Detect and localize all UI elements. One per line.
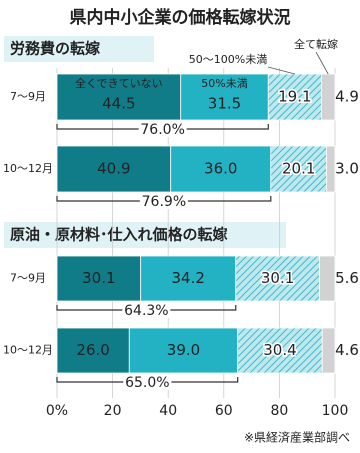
category-label: 7～9月	[10, 90, 46, 103]
total-label-bg	[122, 302, 171, 318]
legend-label: 全くできていない	[75, 76, 163, 90]
total-label: 64.3%	[124, 303, 168, 319]
value-label: 39.0	[167, 341, 200, 359]
legend-label: 50%未満	[201, 77, 247, 90]
legend-label: 全て転嫁	[294, 37, 338, 51]
x-tick-label: 80	[270, 403, 288, 419]
value-label: 30.1	[261, 269, 294, 287]
bar-segment	[56, 327, 130, 374]
panel-subtitle: 労務費の転嫁	[10, 40, 100, 58]
bar-segment	[321, 327, 336, 374]
category-label: 7～9月	[10, 272, 46, 285]
chart-title: 県内中小企業の価格転嫁状況	[70, 7, 291, 28]
bar-segment	[180, 73, 269, 121]
panel-subtitle: 原油・原材料･仕入れ価格の転嫁	[10, 226, 228, 244]
value-label: 36.0	[204, 160, 237, 178]
leader-line	[267, 66, 295, 75]
value-label: 40.9	[97, 160, 130, 178]
bar-segment	[270, 145, 328, 193]
x-tick-label: 0%	[46, 403, 68, 419]
total-label: 65.0%	[125, 375, 169, 391]
bar-segment	[56, 73, 182, 121]
bar-segment	[319, 255, 336, 302]
category-label: 10～12月	[3, 344, 53, 357]
value-label: 30.4	[263, 341, 296, 359]
value-label: 19.1	[278, 88, 311, 106]
total-label-bg	[123, 374, 172, 390]
bar-segment	[128, 327, 239, 374]
bar-segment	[56, 145, 172, 193]
value-label: 31.5	[208, 95, 241, 113]
x-tick-label: 100	[322, 403, 349, 419]
x-tick-label: 40	[159, 403, 177, 419]
bar-segment	[170, 145, 272, 193]
total-label: 76.0%	[140, 122, 184, 138]
total-label-bg	[138, 121, 187, 137]
source-note: ※県経済産業部調べ	[244, 430, 350, 445]
value-label: 4.9	[335, 88, 359, 106]
value-label: 4.6	[335, 341, 359, 359]
x-tick-label: 60	[215, 403, 233, 419]
value-label: 26.0	[76, 341, 109, 359]
bar-segment	[140, 255, 237, 302]
subtitle-bg	[4, 36, 154, 62]
value-label: 44.5	[102, 95, 135, 113]
value-label: 20.1	[282, 160, 315, 178]
total-label: 76.9%	[142, 194, 186, 210]
bar-segment	[235, 255, 320, 302]
leader-line	[315, 51, 329, 75]
value-label: 34.2	[172, 269, 205, 287]
category-label: 10～12月	[3, 162, 53, 175]
x-tick-label: 20	[104, 403, 122, 419]
value-label: 30.1	[82, 269, 115, 287]
bar-segment	[237, 327, 323, 374]
value-label: 3.0	[335, 160, 359, 178]
bar-segment	[320, 73, 336, 121]
total-label-bg	[139, 193, 188, 209]
bar-segment	[326, 145, 336, 193]
subtitle-bg	[4, 222, 286, 248]
legend-label: 50～100%未満	[189, 53, 267, 66]
value-label: 5.6	[335, 269, 359, 287]
